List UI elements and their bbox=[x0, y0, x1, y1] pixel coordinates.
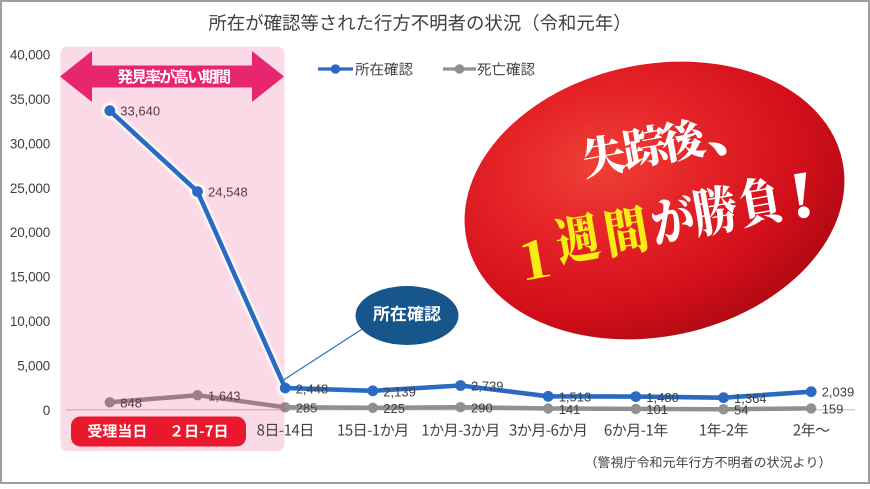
svg-text:2,039: 2,039 bbox=[822, 385, 855, 400]
svg-text:20,000: 20,000 bbox=[10, 225, 50, 240]
svg-text:25,000: 25,000 bbox=[10, 181, 50, 196]
svg-text:1,364: 1,364 bbox=[734, 391, 767, 406]
svg-text:159: 159 bbox=[822, 402, 844, 417]
svg-text:2,139: 2,139 bbox=[383, 385, 416, 400]
svg-text:1,513: 1,513 bbox=[559, 390, 592, 405]
svg-text:285: 285 bbox=[296, 401, 318, 416]
svg-text:15,000: 15,000 bbox=[10, 270, 50, 285]
svg-text:141: 141 bbox=[559, 402, 581, 417]
svg-text:2,739: 2,739 bbox=[471, 378, 504, 393]
svg-text:33,640: 33,640 bbox=[120, 104, 160, 119]
svg-text:54: 54 bbox=[734, 403, 748, 418]
svg-text:225: 225 bbox=[383, 401, 405, 416]
svg-text:35,000: 35,000 bbox=[10, 92, 50, 107]
svg-text:101: 101 bbox=[646, 402, 668, 417]
svg-text:290: 290 bbox=[471, 401, 493, 416]
svg-text:40,000: 40,000 bbox=[10, 47, 50, 62]
svg-text:2,448: 2,448 bbox=[296, 382, 329, 397]
svg-text:30,000: 30,000 bbox=[10, 136, 50, 151]
svg-text:848: 848 bbox=[120, 396, 142, 411]
svg-text:24,548: 24,548 bbox=[208, 184, 248, 199]
svg-text:1,643: 1,643 bbox=[208, 389, 241, 404]
svg-text:1,480: 1,480 bbox=[646, 390, 679, 405]
svg-text:10,000: 10,000 bbox=[10, 314, 50, 329]
svg-text:0: 0 bbox=[43, 403, 50, 418]
svg-text:5,000: 5,000 bbox=[17, 359, 50, 374]
